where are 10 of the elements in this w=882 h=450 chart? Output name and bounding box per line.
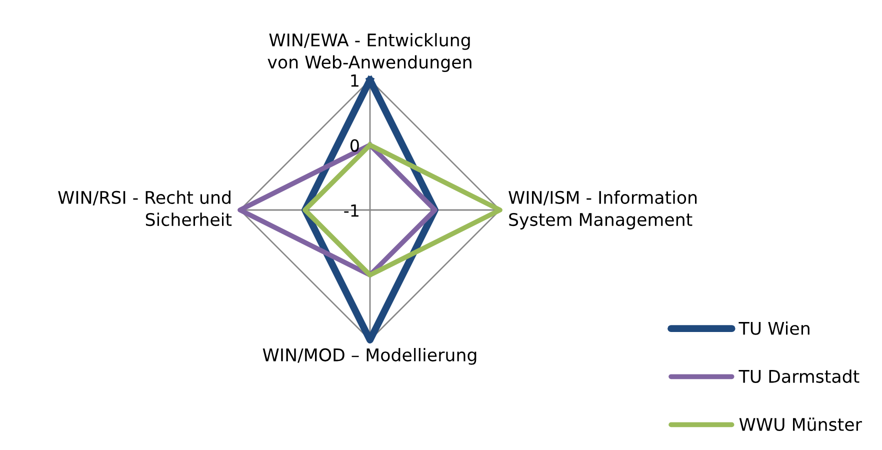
legend-label: WWU Münster (739, 418, 862, 432)
y-tick-label: -1 (344, 204, 358, 217)
legend-label: TU Wien (738, 321, 810, 335)
y-tick-label: 0 (350, 139, 359, 152)
spoke-label: WIN/ISM - Information System Management (508, 190, 697, 230)
spoke-label: WIN/MOD – Modellierung (262, 348, 476, 365)
spoke-label: WIN/EWA - Entwicklung von Web-Anwendungen (268, 33, 472, 72)
spoke-label: WIN/RSI - Recht und Sicherheit (58, 190, 232, 226)
legend-label: TU Darmstadt (738, 370, 860, 383)
y-tick-label: 1 (351, 74, 358, 87)
